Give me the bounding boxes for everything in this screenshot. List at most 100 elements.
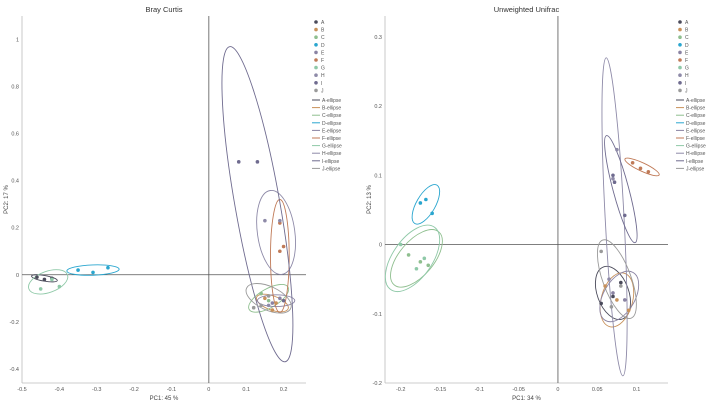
ellipse-i <box>604 135 638 244</box>
legend-label: C-ellipse <box>322 113 342 119</box>
ellipse-e <box>256 294 296 307</box>
legend-label: H <box>685 73 689 79</box>
legend-marker-e <box>314 50 318 55</box>
point-f <box>630 161 635 165</box>
point-h <box>615 147 619 152</box>
x-tick-label: -0.2 <box>396 387 405 393</box>
point-a <box>35 275 39 279</box>
chart-1: -0.5 -0.4 -0.3 -0.2 -0.1 0 0.1 0.2 -0.4 -0.2 0 0.2 0… <box>4 5 342 402</box>
point-j <box>609 305 614 309</box>
y-tick-label: 0.2 <box>374 104 382 110</box>
legend-marker-d <box>314 43 318 47</box>
legend-label: D <box>685 43 689 49</box>
legend-marker-f <box>314 58 318 62</box>
legend-marker-j <box>314 88 318 93</box>
x-tick-label: 0 <box>556 387 559 393</box>
y-tick-label: -0.2 <box>10 320 19 326</box>
legend-label: D <box>321 43 325 49</box>
legend-marker-a <box>678 20 682 24</box>
point-c <box>418 260 423 264</box>
y-tick-label: 0.6 <box>11 132 19 138</box>
legend-marker-c <box>678 35 682 39</box>
point-d <box>424 197 428 202</box>
legend-marker-d <box>678 43 682 47</box>
ellipse-d <box>411 184 441 225</box>
legend-label: J-ellipse <box>686 166 705 172</box>
legend-marker-c <box>314 35 318 39</box>
legend-label: C-ellipse <box>686 113 706 119</box>
legend-label: H-ellipse <box>322 151 342 157</box>
legend-label: B <box>685 28 689 34</box>
legend-label: A-ellipse <box>322 98 341 104</box>
legend-marker-g <box>314 65 318 70</box>
ellipse-h <box>601 57 628 377</box>
legend-label: D-ellipse <box>322 121 342 127</box>
legend-label: E <box>685 50 689 56</box>
point-d <box>91 270 95 275</box>
legend-marker-h <box>678 73 682 77</box>
legend-marker-f <box>678 58 682 62</box>
legend-label: I-ellipse <box>322 159 339 165</box>
legend-label: I <box>321 81 322 87</box>
legend-marker-g <box>678 65 682 70</box>
y-tick-label: 0 <box>379 243 382 249</box>
ellipse-d <box>66 264 120 276</box>
point-j <box>259 303 263 308</box>
legend-label: E-ellipse <box>322 128 341 134</box>
chart-2: -0.2 -0.15 -0.1 -0.05 0 0.05 0.1 -0.2 -0.1 0 0.1 0.… <box>367 5 706 402</box>
legend-label: C <box>321 35 325 41</box>
y-axis-label: PC2: 17 % <box>4 184 10 213</box>
x-tick-label: -0.1 <box>167 387 176 393</box>
point-i <box>281 298 286 303</box>
y-tick-label: -0.1 <box>373 312 382 318</box>
point-d <box>106 265 110 270</box>
point-i <box>255 160 260 164</box>
point-a <box>611 294 615 299</box>
point-h <box>266 303 271 308</box>
x-tick-label: -0.3 <box>92 387 101 393</box>
point-g <box>422 256 427 261</box>
legend-label: J-ellipse <box>322 166 341 172</box>
point-j <box>251 305 256 310</box>
point-i <box>611 173 615 178</box>
x-tick-label: -0.1 <box>475 387 484 393</box>
x-tick-label: -0.4 <box>55 387 64 393</box>
y-tick-label: -0.2 <box>373 381 382 387</box>
point-h <box>263 218 267 223</box>
point-i <box>622 213 627 218</box>
point-i <box>236 160 241 164</box>
point-f <box>646 170 651 174</box>
point-e <box>270 301 275 305</box>
y-tick-label: 0.4 <box>11 179 19 185</box>
legend-marker-a <box>314 20 318 24</box>
ellipse-g <box>28 269 69 295</box>
x-tick-label: 0.2 <box>280 387 288 393</box>
ellipse-b <box>255 293 289 313</box>
point-g <box>398 242 403 247</box>
point-h <box>278 218 282 223</box>
x-tick-label: 0.1 <box>633 387 641 393</box>
point-e <box>622 298 627 302</box>
legend-marker-b <box>678 27 682 32</box>
point-b <box>263 296 267 301</box>
legend-label: F <box>685 58 688 64</box>
point-d <box>76 268 80 272</box>
legend-marker-e <box>678 50 682 55</box>
point-b <box>274 301 278 305</box>
legend-label: C <box>685 35 689 41</box>
legend-label: B <box>321 28 325 34</box>
ellipse-h <box>256 189 296 275</box>
chart-title: Unweighted Unifrac <box>494 5 560 14</box>
x-tick-label: -0.2 <box>129 387 138 393</box>
x-axis-label: PC1: 34 % <box>512 396 541 402</box>
point-e <box>278 296 282 301</box>
legend-label: F <box>321 58 324 64</box>
x-tick-label: 0.1 <box>242 387 250 393</box>
point-g <box>414 266 419 271</box>
legend-label: E-ellipse <box>686 128 705 134</box>
legend-label: H-ellipse <box>686 151 706 157</box>
ellipse-f <box>624 157 660 177</box>
ellipse-f <box>270 199 290 313</box>
x-axis-label: PC1: 45 % <box>150 396 179 402</box>
legend-label: B-ellipse <box>322 106 341 112</box>
